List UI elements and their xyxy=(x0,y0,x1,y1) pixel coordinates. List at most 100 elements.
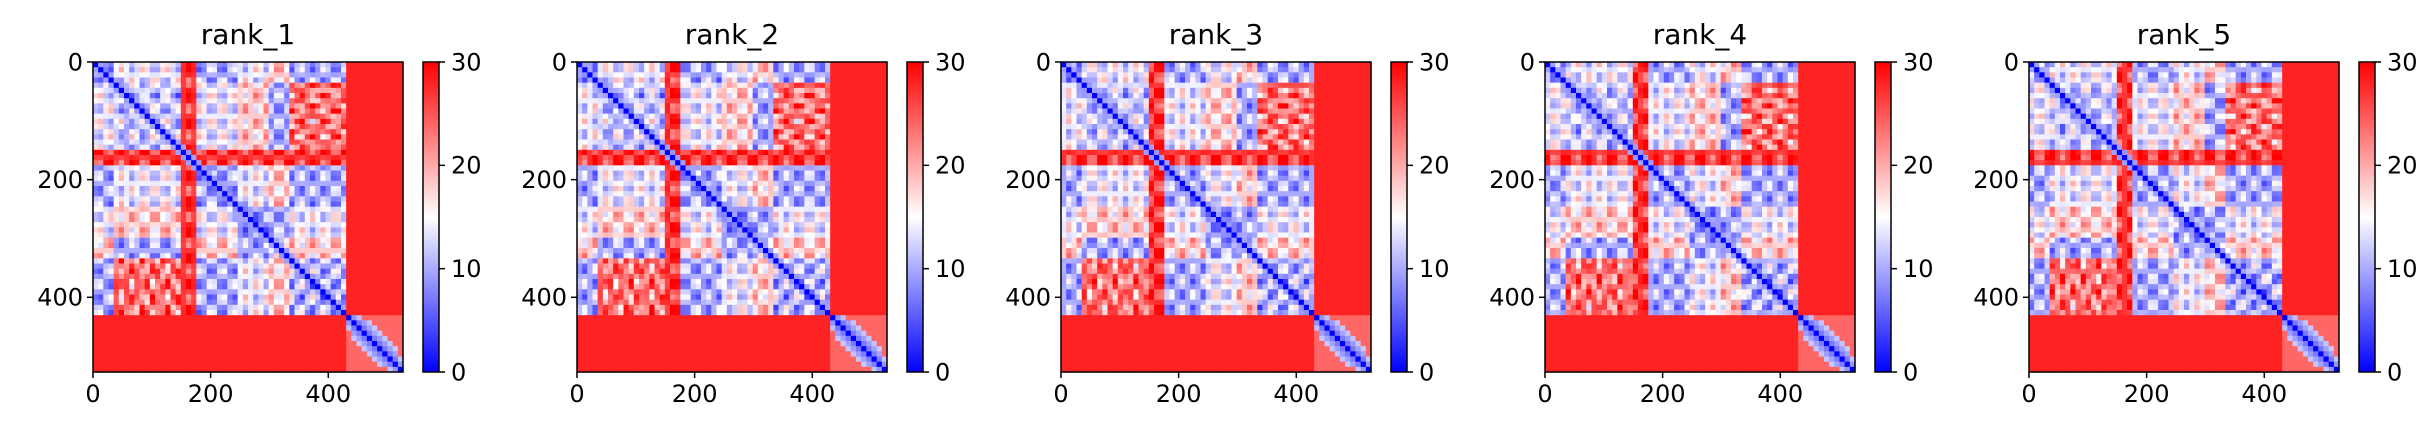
heatmap-cell xyxy=(664,180,671,187)
heatmap-cell xyxy=(346,253,352,259)
heatmap-cell xyxy=(294,186,301,192)
heatmap-cell xyxy=(284,180,290,187)
heatmap-cell xyxy=(628,258,635,265)
heatmap-cell xyxy=(118,279,125,285)
heatmap-cell xyxy=(227,103,234,110)
heatmap-cell xyxy=(659,294,666,301)
heatmap-cell xyxy=(180,155,187,161)
heatmap-cell xyxy=(263,320,270,327)
heatmap-cell xyxy=(372,361,378,368)
heatmap-cell xyxy=(170,93,177,99)
heatmap-cell xyxy=(263,165,270,172)
heatmap-cell xyxy=(237,299,244,306)
heatmap-cell xyxy=(685,118,692,125)
heatmap-cell xyxy=(597,248,604,254)
heatmap-cell xyxy=(211,113,218,120)
heatmap-cell xyxy=(299,72,306,79)
heatmap-cell xyxy=(602,196,609,203)
heatmap-cell xyxy=(108,155,115,161)
heatmap-cell xyxy=(180,294,187,301)
heatmap-cell xyxy=(602,222,609,228)
heatmap-cell xyxy=(582,273,588,280)
heatmap-cell xyxy=(289,341,296,347)
heatmap-cell xyxy=(351,351,358,358)
heatmap-cell xyxy=(392,206,399,213)
heatmap-cell xyxy=(139,77,146,84)
heatmap-cell xyxy=(690,134,697,141)
heatmap-cell xyxy=(273,237,280,244)
heatmap-cell xyxy=(113,72,120,79)
heatmap-cell xyxy=(113,113,120,120)
heatmap-cell xyxy=(659,77,666,84)
heatmap-cell xyxy=(273,186,280,192)
heatmap-cell xyxy=(341,346,347,352)
heatmap-cell xyxy=(196,160,203,166)
heatmap-cell xyxy=(602,82,609,89)
heatmap-cell xyxy=(587,77,594,84)
heatmap-cell xyxy=(387,315,394,321)
heatmap-cell xyxy=(237,206,244,213)
heatmap-cell xyxy=(232,108,239,115)
heatmap-cell xyxy=(628,113,635,120)
heatmap-cell xyxy=(577,351,583,358)
heatmap-cell xyxy=(654,170,661,177)
heatmap-cell xyxy=(299,315,306,321)
heatmap-cell xyxy=(289,289,296,296)
heatmap-cell xyxy=(93,206,99,213)
heatmap-cell xyxy=(289,315,296,321)
heatmap-cell xyxy=(335,149,342,156)
heatmap-cell xyxy=(592,237,599,244)
heatmap-cell xyxy=(273,330,280,337)
heatmap-cell xyxy=(613,144,619,151)
heatmap-cell xyxy=(387,206,394,213)
heatmap-cell xyxy=(680,330,687,337)
heatmap-cell xyxy=(654,268,661,275)
heatmap-cell xyxy=(98,82,104,89)
heatmap-cell xyxy=(284,335,290,342)
heatmap-cell xyxy=(170,284,177,290)
heatmap-cell xyxy=(155,149,161,156)
heatmap-cell xyxy=(366,149,373,156)
heatmap-cell xyxy=(633,335,640,342)
heatmap-cell xyxy=(248,118,254,125)
heatmap-cell xyxy=(644,103,650,110)
heatmap-cell xyxy=(279,227,285,234)
heatmap-cell xyxy=(659,242,666,249)
heatmap-cell xyxy=(372,263,378,270)
heatmap-cell xyxy=(377,67,383,73)
heatmap-cell xyxy=(232,191,239,197)
heatmap-cell xyxy=(201,186,208,192)
heatmap-cell xyxy=(680,217,687,223)
heatmap-cell xyxy=(201,165,208,172)
heatmap-cell xyxy=(227,299,234,306)
heatmap-cell xyxy=(577,165,583,172)
heatmap-cell xyxy=(577,320,583,327)
heatmap-cell xyxy=(124,72,130,79)
heatmap-cell xyxy=(387,273,394,280)
heatmap-cell xyxy=(103,191,110,197)
heatmap-cell xyxy=(351,361,358,368)
heatmap-cell xyxy=(227,113,234,120)
heatmap-cell xyxy=(93,165,99,172)
heatmap-cell xyxy=(608,170,614,177)
heatmap-cell xyxy=(232,248,239,254)
heatmap-cell xyxy=(351,211,358,218)
heatmap-cell xyxy=(217,284,223,290)
heatmap-cell xyxy=(129,118,135,125)
heatmap-cell xyxy=(93,103,99,110)
heatmap-cell xyxy=(149,310,156,316)
heatmap-cell xyxy=(211,139,218,146)
heatmap-cell xyxy=(310,186,316,192)
heatmap-cell xyxy=(242,294,249,301)
heatmap-cell xyxy=(654,134,661,141)
heatmap-cell xyxy=(649,268,656,275)
heatmap-cell xyxy=(268,160,275,166)
heatmap-cell xyxy=(149,248,156,254)
heatmap-cell xyxy=(330,268,337,275)
heatmap-cell xyxy=(201,263,208,270)
heatmap-cell xyxy=(258,253,265,259)
heatmap-cell xyxy=(320,134,327,141)
heatmap-cell xyxy=(227,232,234,239)
heatmap-cell xyxy=(98,144,104,151)
heatmap-cell xyxy=(690,299,697,306)
